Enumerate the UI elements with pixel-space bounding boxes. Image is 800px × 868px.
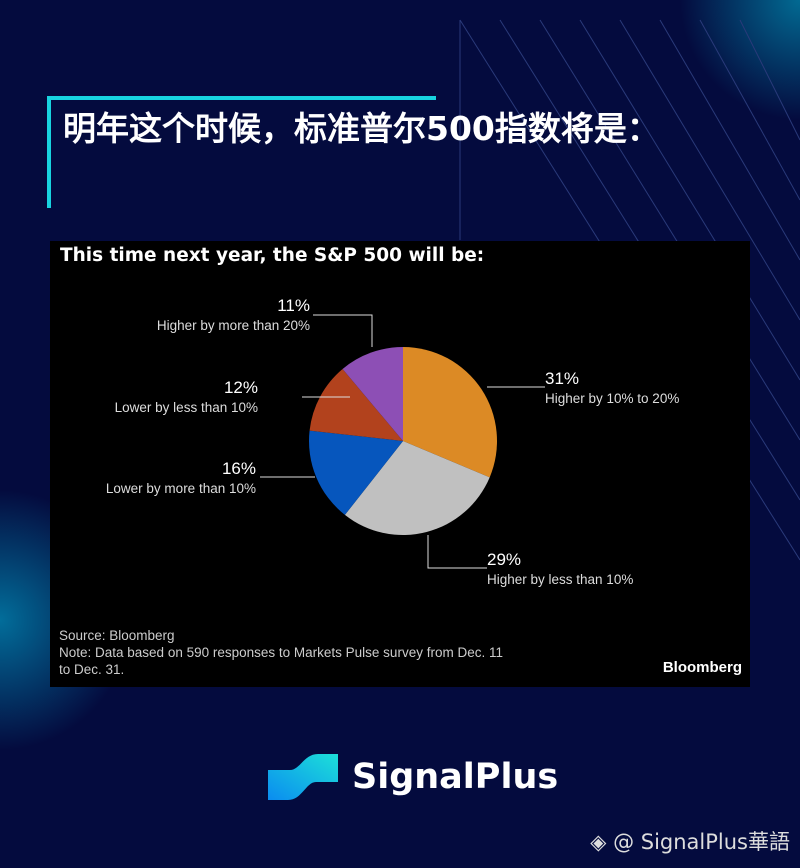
signalplus-logo-icon — [268, 754, 338, 800]
title-frame: 明年这个时候，标准普尔500指数将是： — [47, 96, 687, 208]
signalplus-logo: SignalPlus — [268, 752, 558, 802]
slice-value-label: 16% — [222, 459, 256, 478]
slice-category-label: Higher by less than 10% — [487, 572, 633, 587]
slice-category-label: Higher by 10% to 20% — [545, 391, 679, 406]
slice-value-label: 31% — [545, 369, 579, 388]
source-text: Source: Bloomberg — [59, 628, 175, 643]
pie-slice — [309, 368, 403, 441]
watermark-text: @ SignalPlus華語 — [613, 830, 790, 854]
slice-category-label: Higher by more than 20% — [157, 318, 310, 333]
pie-slice — [344, 441, 490, 535]
chart-footnote: Source: Bloomberg Note: Data based on 59… — [59, 627, 619, 678]
note-text-2: to Dec. 31. — [59, 662, 125, 677]
slice-category-label: Lower by less than 10% — [115, 400, 258, 415]
chart-title: This time next year, the S&P 500 will be… — [60, 245, 485, 266]
pie-chart: This time next year, the S&P 500 will be… — [50, 241, 750, 687]
leader-line — [427, 535, 487, 569]
bloomberg-logo: Bloomberg — [662, 659, 742, 676]
pie-slice — [309, 430, 403, 515]
leader-line — [313, 314, 373, 347]
slice-value-label: 29% — [487, 550, 521, 569]
pie-slice — [342, 347, 403, 441]
signalplus-logo-text: SignalPlus — [352, 757, 559, 797]
slice-category-label: Lower by more than 10% — [106, 481, 256, 496]
page-title: 明年这个时候，标准普尔500指数将是： — [63, 109, 660, 148]
pie-svg: 31% Higher by 10% to 20% 29% Higher by less… — [106, 296, 679, 587]
watermark: ◈ @ SignalPlus華語 — [590, 826, 790, 856]
pie-slice — [403, 347, 497, 478]
binance-icon: ◈ — [590, 830, 607, 854]
slice-value-label: 11% — [277, 296, 310, 315]
slice-value-label: 12% — [224, 378, 258, 397]
note-text: Note: Data based on 590 responses to Mar… — [59, 645, 503, 660]
